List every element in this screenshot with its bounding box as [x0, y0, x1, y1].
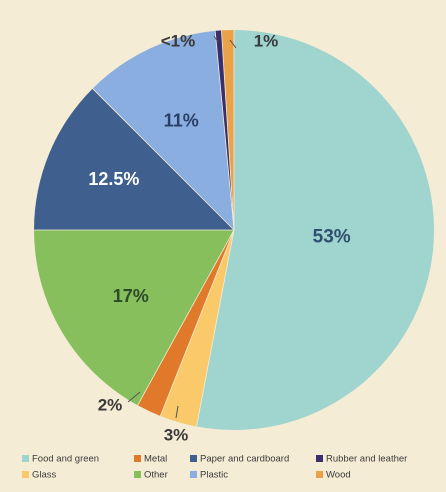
legend-item: Rubber and leather	[316, 454, 407, 465]
slice-separator	[214, 30, 235, 231]
legend-swatch	[134, 455, 141, 462]
pie-slice-food-and-green	[196, 30, 434, 431]
slice-label: 12.5%	[88, 169, 139, 189]
legend-item: Plastic	[190, 470, 228, 481]
slice-separator	[196, 229, 235, 427]
legend-label: Rubber and leather	[326, 454, 407, 465]
slice-label: 1%	[254, 31, 279, 50]
pie-slice-plastic	[92, 30, 234, 231]
pie-slice-paper-and-cardboard	[34, 88, 234, 230]
slice-label: 53%	[313, 227, 351, 248]
leader-line	[213, 35, 219, 43]
leader-line	[127, 391, 141, 403]
legend-label: Glass	[32, 470, 57, 481]
legend-swatch	[190, 471, 197, 478]
slice-separator	[92, 88, 235, 231]
legend-label: Other	[144, 470, 168, 481]
slice-separator	[160, 229, 235, 417]
legend-label: Wood	[326, 470, 351, 481]
slice-label: 3%	[164, 425, 189, 444]
slice-separator	[137, 229, 235, 406]
legend-label: Plastic	[200, 470, 228, 481]
slice-label: 17%	[113, 286, 149, 306]
legend-item: Wood	[316, 470, 351, 481]
pie-slice-glass	[160, 230, 234, 427]
legend-swatch	[22, 471, 29, 478]
slice-separator	[221, 30, 235, 231]
legend-item: Glass	[22, 470, 57, 481]
legend-item: Food and green	[22, 454, 99, 465]
legend-label: Paper and cardboard	[200, 454, 289, 465]
legend-swatch	[134, 471, 141, 478]
pie-slice-other	[34, 230, 234, 406]
legend-swatch	[316, 471, 323, 478]
leader-line	[175, 405, 179, 419]
legend-item: Paper and cardboard	[190, 454, 289, 465]
legend-item: Metal	[134, 454, 167, 465]
leader-line	[229, 39, 237, 49]
pie-slice-metal	[137, 230, 234, 416]
legend-label: Metal	[144, 454, 167, 465]
legend-label: Food and green	[32, 454, 99, 465]
legend-swatch	[22, 455, 29, 462]
slice-label: 2%	[98, 395, 123, 414]
legend-swatch	[190, 455, 197, 462]
legend-swatch	[316, 455, 323, 462]
legend-item: Other	[134, 470, 168, 481]
slice-label: <1%	[161, 31, 196, 50]
slice-label: 11%	[164, 111, 199, 131]
